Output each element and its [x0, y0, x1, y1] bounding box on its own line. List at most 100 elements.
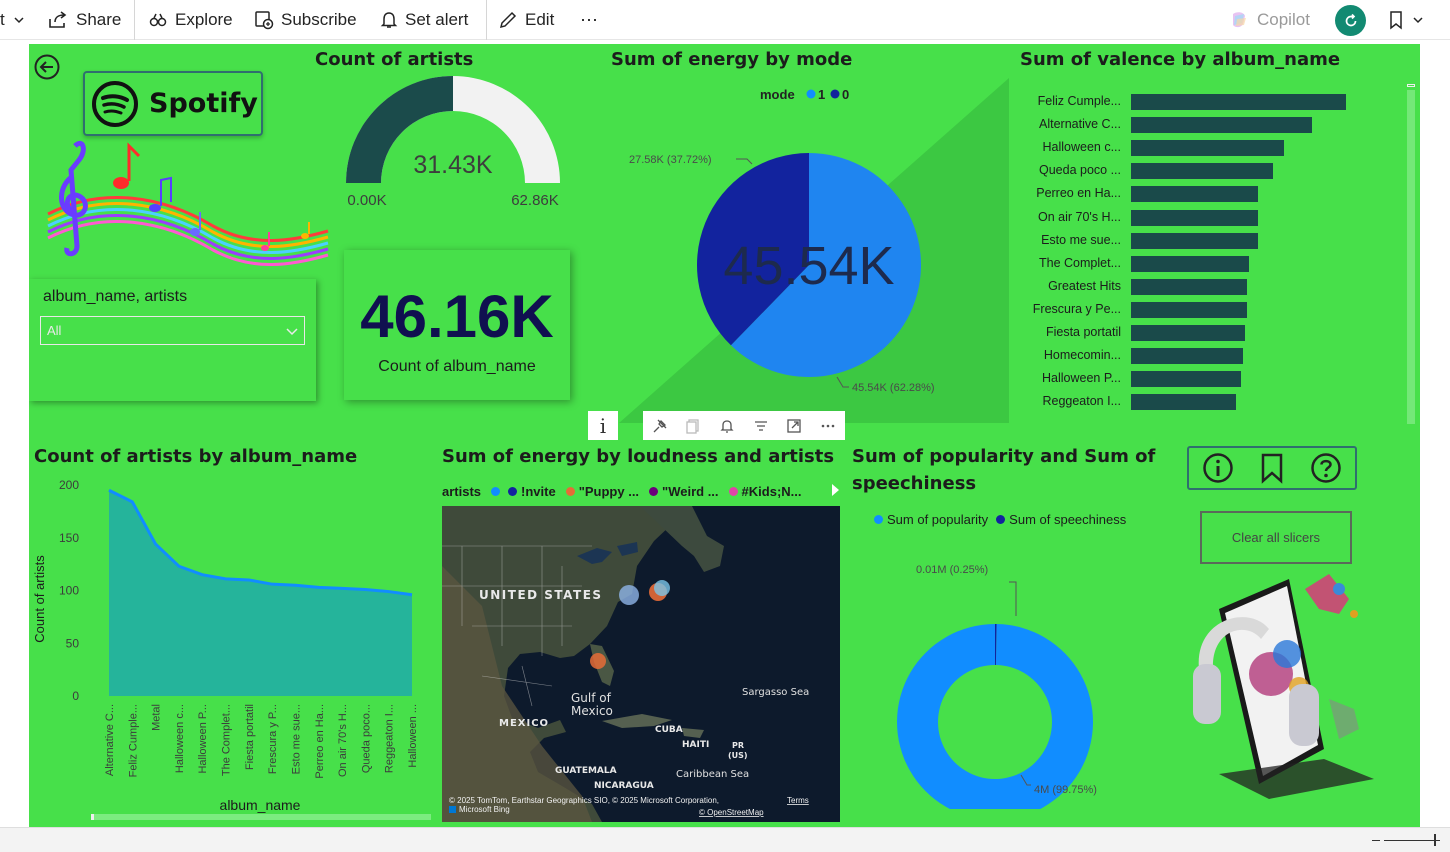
bookmark-icon[interactable]	[1259, 452, 1285, 484]
bing-logo-icon	[449, 806, 456, 813]
donut-legend-swatch	[874, 515, 883, 524]
area-ytick-label: 0	[72, 689, 79, 703]
bell-icon[interactable]	[719, 418, 735, 434]
filter-icon[interactable]	[753, 418, 769, 434]
copilot-icon	[1233, 12, 1246, 28]
valence-bar[interactable]	[1131, 94, 1346, 110]
donut-legend-swatch	[996, 515, 1006, 524]
copy-icon[interactable]	[685, 418, 701, 434]
donut-leader-line	[1009, 581, 1017, 616]
map-label-caribbean: Caribbean Sea	[676, 769, 749, 780]
more-options-icon[interactable]	[820, 418, 836, 434]
map-legend-item: "Puppy ...	[578, 483, 640, 499]
more-options-button[interactable]: ⋯	[580, 9, 599, 30]
back-arrow-icon[interactable]	[33, 53, 61, 81]
explore-button[interactable]: Explore	[148, 0, 233, 40]
zoom-slider[interactable]	[1384, 840, 1440, 841]
map-legend-item: !nvite	[521, 483, 556, 499]
valence-bar-label: The Complet...	[1039, 255, 1121, 270]
gauge-max-label: 62.86K	[511, 192, 559, 209]
toolbar-divider	[486, 0, 487, 40]
valence-bar[interactable]	[1131, 394, 1237, 411]
map-land-west	[442, 566, 592, 822]
area-scrollbar[interactable]	[91, 814, 431, 820]
donut-slice-popularity[interactable]	[897, 624, 1093, 809]
edit-button[interactable]: Edit	[498, 0, 554, 40]
donut-chart: 0.01M (0.25%) 4M (99.75%)	[897, 564, 1097, 809]
share-button[interactable]: Share	[47, 0, 121, 40]
valence-bar[interactable]	[1131, 371, 1241, 388]
pie-slice-mode-0[interactable]	[697, 153, 809, 346]
map-label-gulf: Gulf of	[571, 691, 612, 705]
map-visual[interactable]: UNITED STATES Gulf of Mexico MEXICO CUBA…	[442, 506, 840, 822]
info-icon[interactable]	[1202, 452, 1234, 484]
pie-leader-line	[836, 376, 849, 388]
map-bubble[interactable]	[590, 653, 606, 669]
area-xtick-label: Perreo en Ha...	[314, 704, 326, 779]
valence-title: Sum of valence by album_name	[1020, 49, 1341, 70]
area-xtick-label: Alternative C...	[104, 704, 116, 776]
help-icon[interactable]	[1310, 452, 1342, 484]
valence-bar[interactable]	[1131, 278, 1248, 295]
bookmark-button[interactable]	[1388, 0, 1425, 40]
legend-next-arrow-icon[interactable]	[828, 482, 842, 498]
valence-bar-chart: Feliz Cumple... Alternative C... Halloween…	[1019, 91, 1409, 421]
visual-header-toolbar	[643, 411, 845, 440]
valence-bar[interactable]	[1131, 140, 1284, 157]
pie-legend-item-0: 0	[842, 87, 849, 102]
subscribe-label: Subscribe	[281, 10, 357, 29]
valence-scrollbar[interactable]	[1407, 84, 1415, 424]
report-canvas: Spotify album_name, artists All Count o	[29, 44, 1420, 827]
clear-all-slicers-button[interactable]: Clear all slicers	[1200, 511, 1352, 564]
valence-bar[interactable]	[1131, 186, 1258, 203]
map-legend-item: #Kids;N...	[741, 483, 802, 499]
area-xtick-label: Halloween c...	[174, 704, 186, 773]
chevron-down-icon[interactable]: t	[0, 0, 26, 40]
explore-icon	[149, 13, 167, 27]
valence-bar[interactable]	[1131, 163, 1273, 180]
focus-mode-icon[interactable]	[786, 418, 802, 434]
spotify-logo-text: Spotify	[149, 88, 258, 119]
gauge-value-arc	[346, 76, 453, 183]
valence-bar[interactable]	[1131, 232, 1258, 249]
map-bubble[interactable]	[654, 580, 670, 596]
map-terms-link[interactable]: Terms	[787, 796, 809, 805]
subscribe-button[interactable]: Subscribe	[254, 0, 357, 40]
valence-bar[interactable]	[1131, 255, 1250, 272]
info-icon[interactable]: i	[588, 411, 618, 440]
map-label-pr: PR	[732, 741, 744, 750]
valence-bar[interactable]	[1131, 209, 1258, 226]
area-ytick-label: 100	[59, 584, 79, 598]
area-xtick-label: Feliz Cumple...	[127, 704, 139, 777]
set-alert-button[interactable]: Set alert	[380, 0, 468, 40]
valence-bar-label: Greatest Hits	[1048, 278, 1121, 293]
scrollbar-thumb[interactable]	[1407, 90, 1415, 424]
valence-bar[interactable]	[1131, 117, 1312, 134]
slicer-dropdown[interactable]: All	[40, 316, 305, 345]
chevron-down-icon	[1413, 17, 1423, 24]
donut-slice-speechiness[interactable]	[995, 624, 997, 666]
map-land-northeast	[640, 506, 724, 572]
zoom-slider-thumb[interactable]	[1434, 834, 1436, 846]
valence-bar-label: On air 70's H...	[1038, 209, 1121, 224]
kpi-card: 46.16K Count of album_name	[344, 250, 570, 400]
map-bubble[interactable]	[619, 585, 639, 605]
map-osm-link[interactable]: © OpenStreetMap	[699, 808, 764, 817]
phone-base-shadow	[1219, 759, 1374, 799]
pin-icon[interactable]	[652, 418, 668, 434]
area-series-line	[108, 488, 413, 597]
area-xtick-label: Frescura y P...	[267, 704, 279, 774]
valence-bar[interactable]	[1131, 348, 1243, 365]
map-great-lakes	[577, 542, 638, 564]
pie-slice-mode-1[interactable]	[730, 153, 921, 377]
donut-title-line1: Sum of popularity and Sum of	[852, 446, 1156, 467]
valence-bar[interactable]	[1131, 301, 1248, 318]
area-xlabel: album_name	[220, 797, 301, 813]
valence-bar[interactable]	[1131, 325, 1245, 341]
zoom-out-icon[interactable]	[1372, 840, 1380, 841]
avatar[interactable]	[1335, 5, 1366, 36]
spotify-logo: Spotify	[83, 71, 263, 136]
copilot-button[interactable]: Copilot	[1228, 0, 1310, 40]
bookmark-icon	[1390, 11, 1402, 30]
